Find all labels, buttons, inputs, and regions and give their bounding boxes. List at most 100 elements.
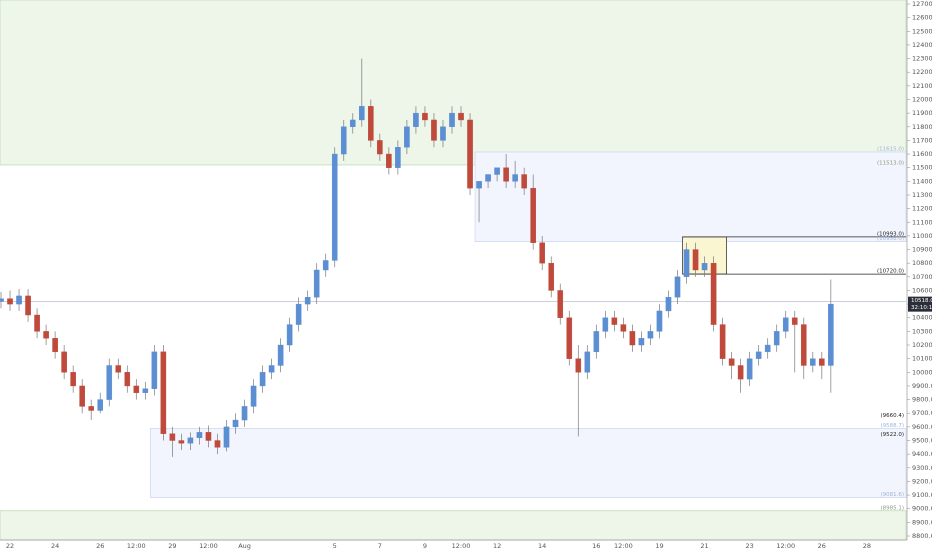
candle-body bbox=[250, 385, 257, 407]
candle-body bbox=[79, 385, 85, 407]
candle-body bbox=[746, 358, 753, 380]
candle-body bbox=[413, 112, 419, 127]
candle-body bbox=[548, 262, 555, 291]
y-tick-label: 9100.0 bbox=[912, 491, 932, 499]
candle-body bbox=[422, 112, 428, 121]
candle-body bbox=[828, 303, 834, 366]
candle-body bbox=[773, 331, 780, 346]
candle-body bbox=[277, 344, 284, 366]
candle-body bbox=[232, 419, 239, 428]
y-tick-label: 9900.0 bbox=[912, 382, 932, 390]
x-tick-label: 5 bbox=[333, 542, 337, 550]
candle-body bbox=[295, 303, 302, 325]
candle-body bbox=[7, 298, 13, 305]
candle-body bbox=[782, 317, 789, 332]
y-tick-label: 9800.0 bbox=[912, 396, 932, 404]
y-tick-label: 12500.0 bbox=[912, 27, 932, 35]
y-tick-label: 10200.0 bbox=[912, 341, 932, 349]
candle-body bbox=[584, 351, 591, 373]
y-tick-label: 12700.0 bbox=[912, 0, 932, 8]
candle-body bbox=[521, 174, 527, 189]
candle-body bbox=[701, 262, 708, 271]
candle-body bbox=[575, 358, 582, 373]
y-tick-label: 11400.0 bbox=[912, 177, 932, 185]
y-tick-label: 8800.0 bbox=[912, 532, 932, 540]
y-tick-label: 12300.0 bbox=[912, 55, 932, 63]
candle-body bbox=[458, 112, 464, 121]
y-tick-label: 9700.0 bbox=[912, 409, 932, 417]
candle-body bbox=[268, 365, 275, 373]
y-tick-label: 11200.0 bbox=[912, 205, 932, 213]
last-price-label: 10518.0 bbox=[911, 298, 932, 304]
candle-body bbox=[368, 106, 374, 141]
candle-body bbox=[494, 167, 500, 175]
y-tick-label: 11300.0 bbox=[912, 191, 932, 199]
last-price-tag bbox=[908, 296, 932, 312]
level-label: (9588.7) bbox=[880, 423, 904, 429]
candle-body bbox=[710, 262, 717, 325]
candle-body bbox=[395, 147, 401, 168]
candle-body bbox=[674, 276, 681, 298]
x-tick-label: 7 bbox=[378, 542, 382, 550]
x-tick-label: Aug bbox=[238, 542, 251, 550]
candle-body bbox=[241, 406, 248, 421]
candle-body bbox=[737, 365, 744, 380]
x-tick-label: 22 bbox=[6, 542, 14, 550]
countdown: 32:10:10 bbox=[911, 305, 932, 311]
candle-body bbox=[819, 358, 825, 366]
candle-body bbox=[467, 119, 473, 189]
y-tick-label: 12000.0 bbox=[912, 95, 932, 103]
x-tick-label: 12:00 bbox=[776, 542, 795, 550]
candle-body bbox=[503, 167, 509, 182]
candle-body bbox=[728, 358, 735, 366]
candle-body bbox=[800, 324, 807, 366]
x-tick-label: 21 bbox=[700, 542, 708, 550]
x-tick-label: 12:00 bbox=[199, 542, 218, 550]
candle-body bbox=[70, 372, 76, 387]
x-tick-label: 26 bbox=[818, 542, 826, 550]
y-tick-label: 10400.0 bbox=[912, 314, 932, 322]
candle-body bbox=[25, 295, 31, 316]
y-tick-label: 10700.0 bbox=[912, 273, 932, 281]
x-tick-label: 12 bbox=[493, 542, 501, 550]
y-tick-label: 11800.0 bbox=[912, 123, 932, 131]
level-label: (10993.0) bbox=[877, 231, 904, 237]
y-tick-label: 9000.0 bbox=[912, 505, 932, 513]
y-tick-label: 9200.0 bbox=[912, 477, 932, 485]
x-tick-label: 19 bbox=[655, 542, 663, 550]
candle-body bbox=[16, 295, 22, 305]
candle-body bbox=[512, 174, 518, 182]
y-tick-label: 10300.0 bbox=[912, 327, 932, 335]
candle-body bbox=[440, 126, 446, 141]
candle-body bbox=[142, 388, 149, 393]
candle-body bbox=[313, 269, 320, 298]
candle-body bbox=[755, 351, 762, 359]
y-tick-label: 10100.0 bbox=[912, 355, 932, 363]
y-tick-label: 12400.0 bbox=[912, 41, 932, 49]
candle-body bbox=[665, 297, 672, 312]
zone bbox=[0, 0, 907, 166]
candle-body bbox=[151, 351, 158, 389]
candle-body bbox=[692, 249, 699, 271]
candle-body bbox=[133, 385, 140, 393]
zone bbox=[474, 151, 907, 242]
x-tick-label: 14 bbox=[538, 542, 546, 550]
candle-body bbox=[0, 298, 4, 302]
candle-body bbox=[791, 317, 798, 325]
candle-body bbox=[810, 358, 816, 366]
candle-body bbox=[340, 126, 347, 155]
candle-body bbox=[620, 324, 627, 332]
candle-body bbox=[530, 187, 536, 243]
candle-body bbox=[124, 372, 131, 387]
candle-body bbox=[88, 406, 94, 411]
candle-body bbox=[349, 119, 356, 127]
candle-body bbox=[205, 432, 212, 441]
level-label: (9081.6) bbox=[880, 492, 904, 498]
candle-body bbox=[322, 260, 329, 271]
y-tick-label: 11600.0 bbox=[912, 150, 932, 158]
y-tick-label: 10000.0 bbox=[912, 368, 932, 376]
candle-body bbox=[61, 351, 67, 373]
candle-body bbox=[223, 426, 230, 448]
candle-body bbox=[629, 331, 636, 346]
candle-body bbox=[566, 317, 573, 359]
